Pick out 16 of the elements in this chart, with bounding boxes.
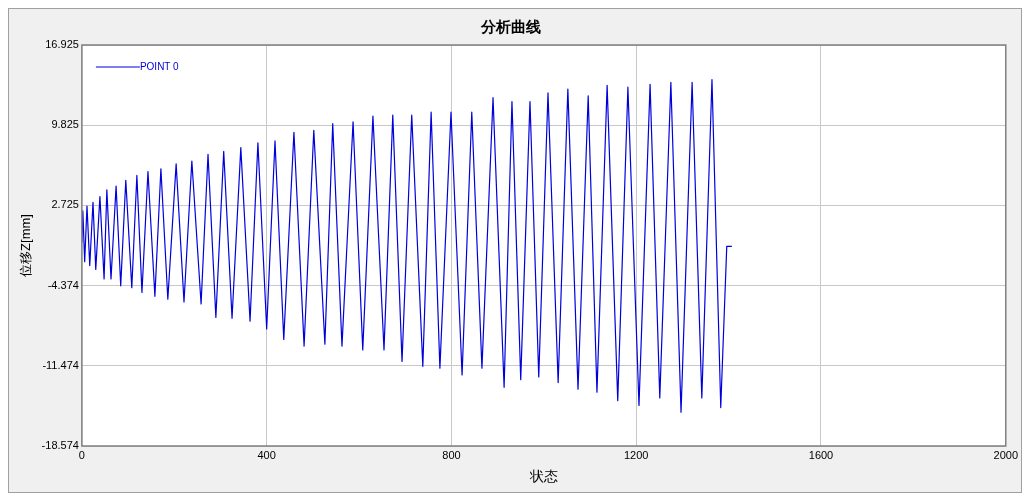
x-axis-title: 状态 [528, 468, 558, 485]
y-tick-label: 2.725 [51, 198, 79, 211]
chart-title: 分析曲线 [480, 18, 541, 36]
y-tick-label: -11.474 [42, 358, 79, 371]
y-tick-label: 16.925 [45, 38, 79, 51]
y-tick-label: -4.374 [47, 278, 79, 291]
x-tick-label: 800 [442, 448, 461, 461]
y-tick-label: 9.825 [51, 118, 79, 131]
y-tick-label: -18.574 [41, 439, 79, 452]
x-tick-label: 0 [78, 448, 85, 461]
y-axis-title: 位移Z[mm] [18, 214, 34, 277]
legend-label: POINT 0 [139, 60, 180, 72]
x-tick-label: 1600 [808, 448, 834, 461]
x-tick-label: 400 [257, 448, 276, 461]
x-tick-label: 1200 [623, 448, 649, 461]
x-tick-label: 2000 [993, 448, 1019, 461]
